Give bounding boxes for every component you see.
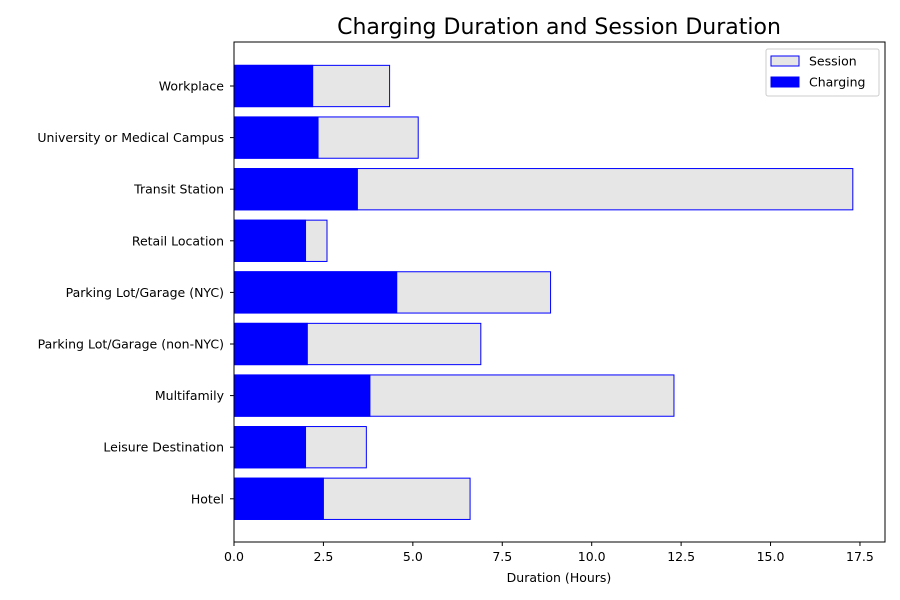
x-tick-label: 15.0 [757, 549, 785, 564]
chart-title: Charging Duration and Session Duration [337, 15, 781, 40]
y-tick-label: Hotel [191, 491, 224, 506]
bar-charging-6 [233, 374, 371, 417]
x-tick-label: 7.5 [492, 549, 512, 564]
y-tick-label: Multifamily [155, 388, 225, 403]
y-tick-label: Workplace [159, 79, 225, 94]
legend-label-charging: Charging [809, 75, 866, 90]
bar-charging-3 [233, 219, 307, 262]
legend-label-session: Session [809, 54, 857, 69]
y-tick-label: Leisure Destination [103, 440, 224, 455]
y-axis: Workplace University or Medical Campus Tra… [37, 79, 234, 506]
bar-charging-4 [233, 271, 398, 314]
x-tick-label: 5.0 [403, 549, 423, 564]
x-tick-label: 10.0 [578, 549, 606, 564]
x-axis-label: Duration (Hours) [507, 570, 612, 585]
x-tick-label: 12.5 [667, 549, 695, 564]
legend-swatch-session [770, 55, 800, 67]
bar-charging-7 [233, 426, 307, 469]
bar-charging-2 [233, 168, 358, 211]
y-tick-label: University or Medical Campus [37, 130, 224, 145]
bar-charging-5 [233, 322, 308, 366]
y-tick-label: Parking Lot/Garage (NYC) [66, 285, 224, 300]
legend: Session Charging [765, 48, 880, 97]
bar-charging-8 [233, 477, 324, 520]
x-axis: 0.0 2.5 5.0 7.5 10.0 12.5 15.0 17.5 [224, 542, 874, 564]
x-tick-label: 2.5 [313, 549, 333, 564]
y-tick-label: Retail Location [132, 233, 224, 248]
x-tick-label: 0.0 [224, 549, 244, 564]
legend-swatch-charging [770, 76, 800, 88]
bar-charging-1 [233, 116, 319, 159]
y-tick-label: Transit Station [133, 182, 224, 197]
bars-layer [233, 64, 854, 520]
bar-charging-0 [233, 64, 314, 108]
y-tick-label: Parking Lot/Garage (non-NYC) [38, 337, 224, 352]
x-tick-label: 17.5 [846, 549, 874, 564]
